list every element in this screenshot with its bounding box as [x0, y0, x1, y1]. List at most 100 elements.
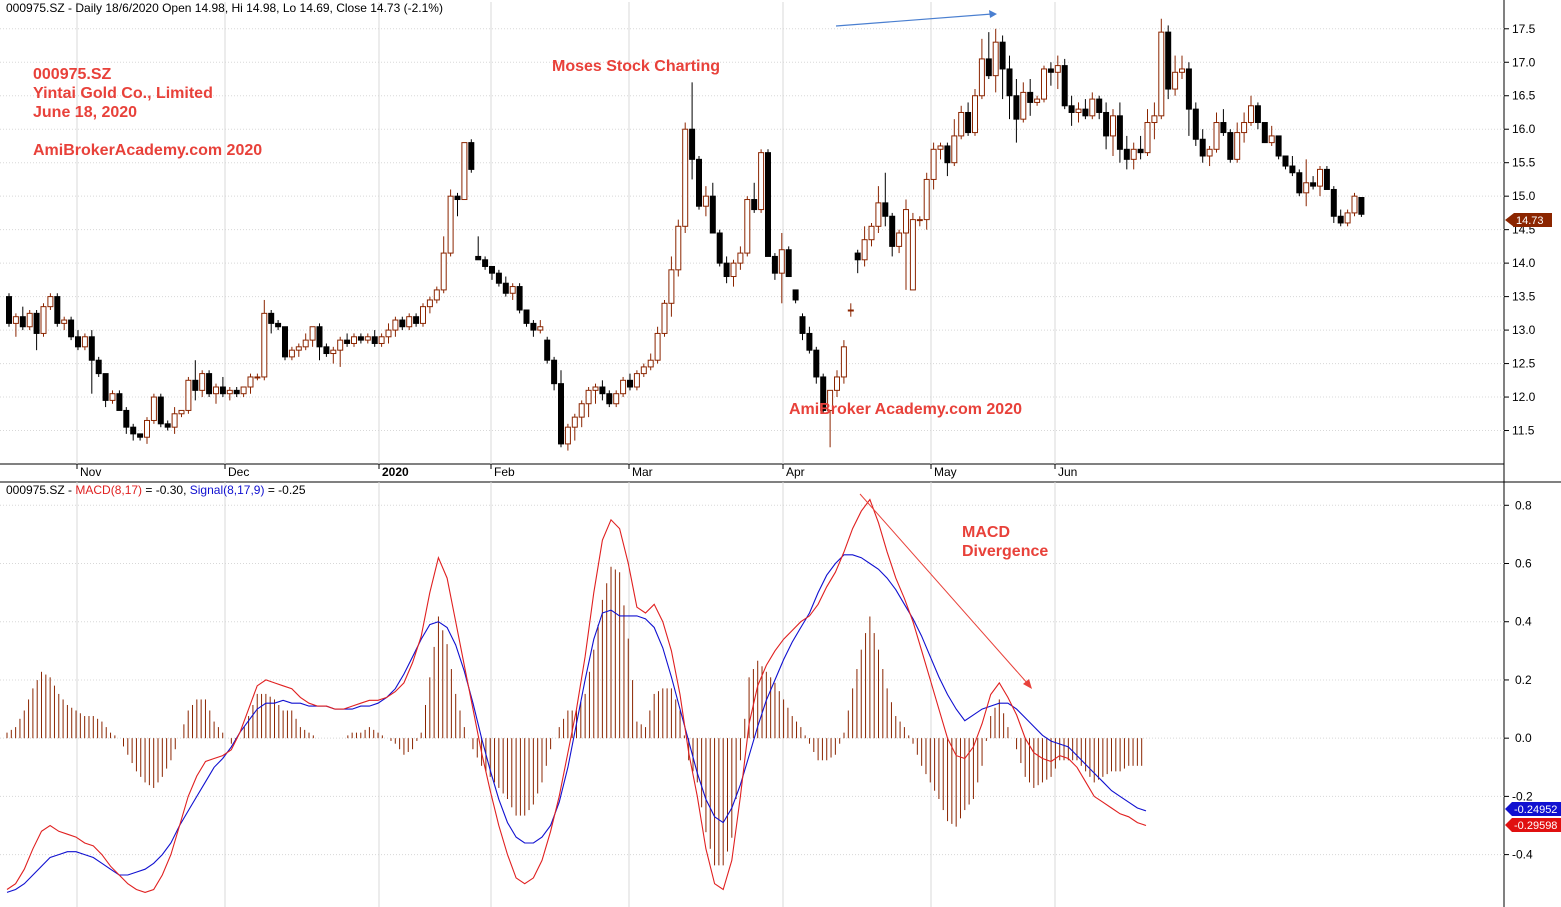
candle-body: [1248, 105, 1254, 124]
candle: [1096, 95, 1103, 120]
candle-body: [544, 339, 551, 361]
candle-body: [192, 379, 199, 391]
candle-body: [489, 265, 495, 274]
candle-body: [1054, 65, 1061, 73]
candle: [385, 323, 392, 344]
candle-body: [81, 336, 88, 348]
candle: [61, 316, 68, 331]
candle-body: [1151, 115, 1158, 124]
candle-body: [1130, 148, 1137, 160]
price-tick-label: 15.5: [1512, 156, 1536, 170]
candle-body: [54, 296, 61, 324]
candle-body: [1254, 105, 1261, 124]
candle-body: [792, 289, 799, 301]
price-tick-label: 13.5: [1512, 290, 1536, 304]
candle-body: [95, 359, 102, 375]
candle: [923, 172, 930, 230]
divergence-label-1: MACD: [962, 524, 1010, 541]
candle: [489, 265, 495, 280]
candle: [178, 409, 185, 418]
price-panel-header: 000975.SZ - Daily 18/6/2020 Open 14.98, …: [6, 1, 443, 15]
candle-body: [633, 373, 640, 388]
candle: [447, 189, 454, 257]
candle: [426, 296, 433, 314]
candle-body: [1358, 197, 1365, 215]
annotation-symbol: 000975.SZ: [33, 66, 112, 83]
candle: [185, 376, 192, 414]
candle-body: [1082, 108, 1089, 117]
candle-body: [592, 386, 599, 391]
candle-body: [47, 296, 54, 308]
candle: [12, 313, 19, 337]
candle-body: [716, 232, 723, 264]
candle: [1317, 166, 1323, 197]
candle-body: [240, 386, 247, 395]
candle: [1213, 112, 1220, 153]
candle-body: [916, 219, 923, 222]
candle: [109, 390, 116, 404]
candle-body: [1179, 68, 1185, 73]
candle: [1158, 18, 1165, 120]
candle: [1234, 122, 1241, 163]
price-tick-label: 11.5: [1512, 424, 1535, 438]
candle: [537, 320, 544, 334]
macd-value-tag: -0.29598: [1505, 818, 1561, 832]
candle: [1227, 129, 1234, 163]
candle: [682, 122, 689, 233]
candle-body: [537, 326, 544, 331]
candle-body: [385, 329, 392, 338]
candle: [282, 326, 288, 361]
candle: [633, 370, 640, 391]
candle: [1068, 95, 1075, 126]
candle-body: [1075, 108, 1082, 113]
candle-body: [26, 312, 33, 328]
candle: [40, 303, 47, 337]
candle-body: [930, 148, 937, 180]
candle: [495, 269, 502, 287]
candle-body: [509, 286, 516, 294]
candle-body: [233, 389, 240, 395]
candle-body: [475, 255, 482, 261]
macd-lines: [6, 498, 1147, 893]
candle: [668, 256, 675, 317]
candle: [33, 310, 40, 351]
x-tick-label: May: [934, 465, 957, 479]
candle: [1089, 92, 1096, 120]
candle-body: [75, 336, 81, 348]
candle-body: [903, 209, 909, 234]
candle-body: [116, 393, 123, 411]
candle: [1248, 95, 1254, 126]
candle-body: [247, 376, 254, 388]
candle-body: [1013, 95, 1020, 120]
annotation-title: Moses Stock Charting: [552, 58, 720, 75]
candle: [6, 293, 12, 327]
price-tick-label: 17.5: [1512, 22, 1536, 36]
candle: [730, 259, 737, 287]
candle-body: [1185, 68, 1192, 110]
candle-body: [765, 152, 771, 257]
macd-tick-label: 0.0: [1515, 731, 1532, 745]
candle: [102, 373, 109, 408]
candle-body: [1282, 155, 1289, 167]
candle-body: [1213, 122, 1220, 150]
price-tick-label: 16.5: [1512, 89, 1536, 103]
price-tick-label: 13.0: [1512, 323, 1536, 337]
candle: [889, 212, 896, 257]
candle: [620, 376, 627, 398]
candle-body: [806, 332, 813, 351]
candle-body: [171, 413, 178, 428]
candle-body: [751, 199, 758, 211]
candle: [1303, 159, 1310, 207]
candle: [1268, 125, 1275, 146]
candle: [54, 293, 61, 327]
candle: [68, 316, 75, 341]
candle-body: [213, 386, 219, 395]
candle: [509, 283, 516, 300]
x-tick-label: Apr: [786, 465, 805, 479]
last-price-tag: 14.73: [1505, 213, 1552, 227]
candle: [896, 229, 903, 254]
candle-body: [495, 272, 502, 284]
candle: [157, 393, 164, 428]
candle: [1013, 79, 1020, 143]
candle: [406, 313, 413, 331]
